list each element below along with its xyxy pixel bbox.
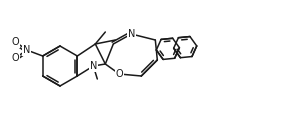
Text: N: N (128, 29, 135, 39)
Text: O: O (12, 37, 19, 47)
Text: N: N (23, 45, 30, 55)
Text: N: N (90, 61, 97, 71)
Text: O: O (12, 53, 19, 63)
Text: O: O (116, 69, 123, 79)
